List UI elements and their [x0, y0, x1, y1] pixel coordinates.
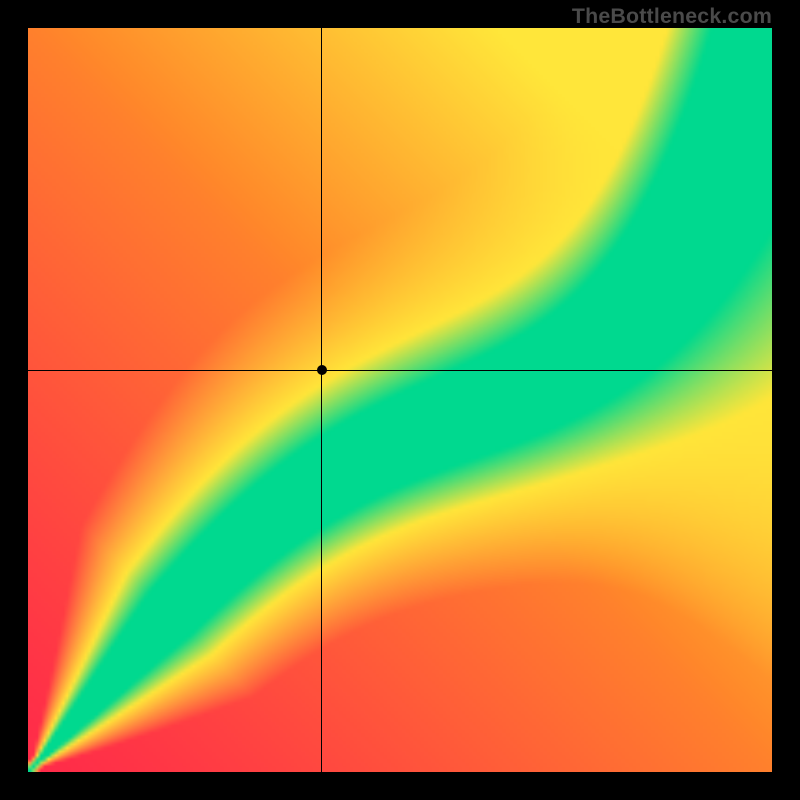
crosshair-horizontal [28, 370, 772, 371]
heatmap-plot [28, 28, 772, 772]
watermark-text: TheBottleneck.com [572, 4, 772, 29]
heatmap-canvas [28, 28, 772, 772]
crosshair-vertical [321, 28, 322, 772]
crosshair-marker [317, 365, 327, 375]
chart-frame: TheBottleneck.com [0, 0, 800, 800]
